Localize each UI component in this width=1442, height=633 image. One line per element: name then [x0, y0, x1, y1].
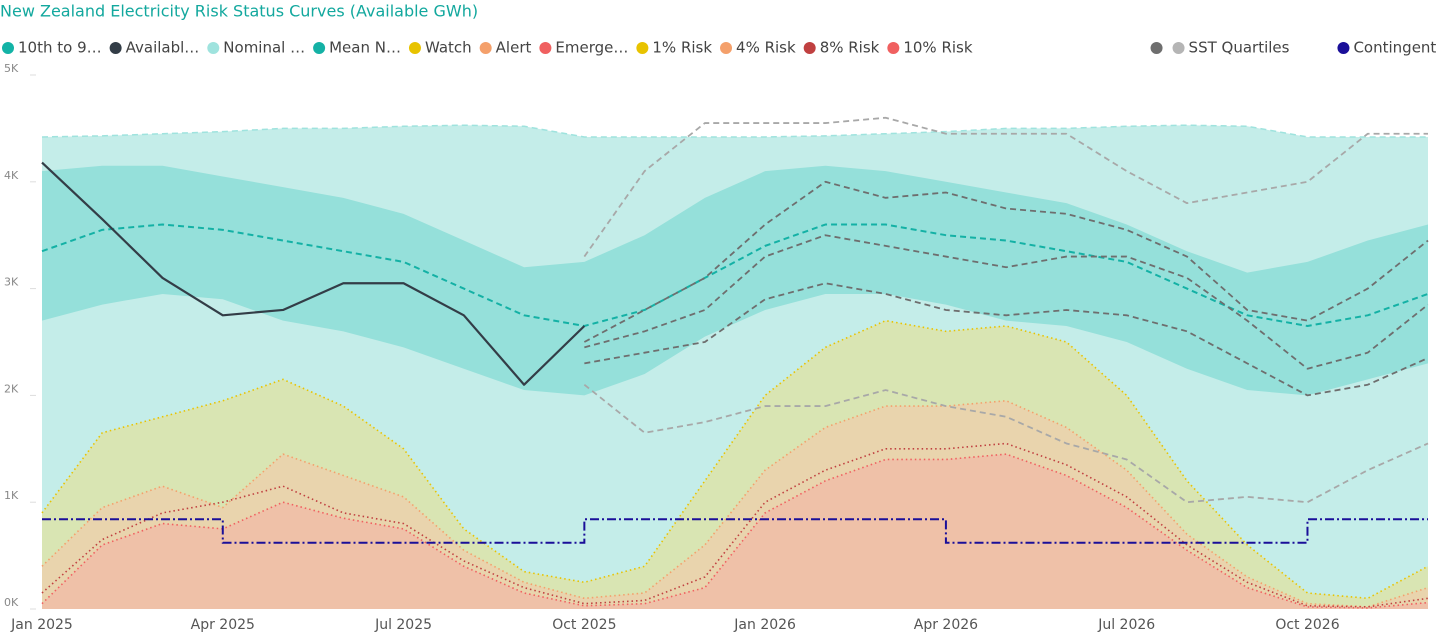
- legend-marker: [720, 42, 733, 54]
- band: [42, 165, 1428, 396]
- legend-marker: [408, 42, 421, 54]
- legend: 10th to 9… Availabl… Nominal … Mean N… Watch…: [2, 39, 1436, 57]
- x-tick-label: Oct 2026: [1275, 617, 1339, 633]
- legend-marker: [636, 42, 649, 54]
- chart-title: New Zealand Electricity Risk Status Curv…: [0, 2, 478, 21]
- plot-area: [30, 74, 1429, 610]
- mean-line: [41, 223, 1429, 327]
- x-tick-label: Apr 2025: [191, 617, 255, 633]
- legend-label: Alert: [496, 39, 532, 57]
- contingent-line: [42, 518, 1428, 544]
- x-tick-label: Jan 2025: [10, 617, 73, 633]
- legend-label: Availabl…: [126, 39, 200, 57]
- legend-marker: [109, 42, 122, 54]
- x-tick-label: Jan 2026: [733, 617, 796, 633]
- x-tick-label: Jul 2025: [374, 617, 432, 633]
- x-tick-label: Jul 2026: [1097, 617, 1155, 633]
- legend-label: Emerge…: [555, 39, 628, 57]
- area-edge: [41, 124, 1428, 138]
- y-tick-label: 5K: [4, 62, 19, 75]
- legend-marker: [207, 42, 220, 54]
- risk-line: [41, 399, 1429, 608]
- legend-label: Nominal …: [223, 39, 305, 57]
- x-tick-label: Oct 2025: [552, 617, 616, 633]
- x-tick-label: Apr 2026: [914, 617, 978, 633]
- legend-label: 4% Risk: [736, 39, 796, 57]
- legend-label: 10% Risk: [903, 39, 973, 57]
- legend-marker: [1150, 42, 1163, 54]
- y-tick-label: 2K: [4, 382, 19, 395]
- legend-label: Mean N…: [329, 39, 401, 57]
- legend-marker: [887, 42, 900, 54]
- legend-marker: [539, 42, 552, 54]
- legend-label: 10th to 9…: [18, 39, 102, 57]
- area: [42, 454, 1428, 609]
- legend-marker: [479, 42, 492, 54]
- sst-line: [583, 116, 1428, 258]
- legend-marker: [803, 42, 816, 54]
- legend-marker: [313, 42, 326, 54]
- y-tick-label: 3K: [4, 276, 19, 289]
- y-tick-label: 1K: [4, 489, 19, 502]
- sst-line: [583, 180, 1429, 343]
- y-tick-label: 0K: [4, 596, 19, 609]
- legend-marker: [2, 42, 14, 54]
- risk-line: [41, 319, 1429, 600]
- legend-label: 8% Risk: [820, 39, 880, 57]
- legend-label: 1% Risk: [652, 39, 712, 57]
- legend-marker: [1172, 42, 1185, 54]
- sst-line: [584, 234, 1429, 370]
- sst-line: [584, 282, 1429, 397]
- legend-marker: [1337, 42, 1350, 54]
- available-line: [41, 161, 586, 386]
- legend-label: Contingent: [1353, 39, 1436, 57]
- y-tick-label: 4K: [4, 169, 19, 182]
- legend-label: Watch: [425, 39, 472, 57]
- legend-label: SST Quartiles: [1189, 39, 1290, 57]
